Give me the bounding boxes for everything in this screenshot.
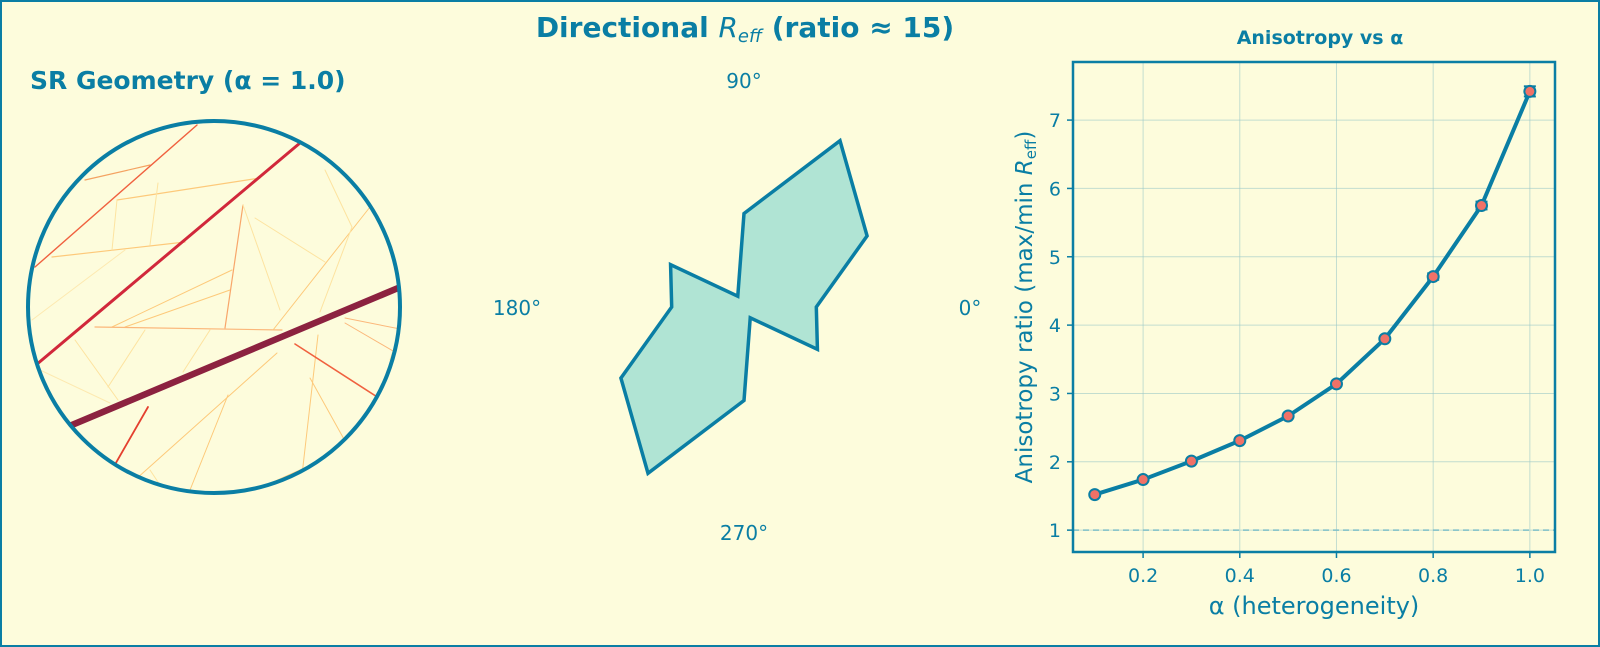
fracture-segment xyxy=(301,334,319,476)
series-line xyxy=(1094,90,1532,497)
figure-title: Directional Reff (ratio ≈ 15) xyxy=(536,11,954,47)
ylabel-sub: eff xyxy=(1022,139,1040,159)
fracture-segment xyxy=(124,289,231,328)
fracture-segment xyxy=(111,199,118,251)
data-point xyxy=(1281,409,1295,423)
y-tick-label: 1 xyxy=(1049,520,1061,542)
data-point xyxy=(1378,332,1392,346)
fracture-segment xyxy=(344,317,399,331)
fracture-segment xyxy=(112,406,149,469)
angle-label-180: 180° xyxy=(493,296,541,320)
fracture-segment xyxy=(149,182,159,246)
fracture-segment xyxy=(294,343,386,403)
fracture-segment xyxy=(94,326,283,331)
angle-label-0: 0° xyxy=(959,296,982,320)
fracture-segment xyxy=(344,322,399,356)
fracture-segment xyxy=(74,339,119,401)
fracture-segment xyxy=(34,124,198,268)
x-tick-label: 0.8 xyxy=(1418,565,1448,587)
title-suffix: (ratio ≈ 15) xyxy=(762,11,954,44)
fracture-segment xyxy=(272,206,371,331)
data-point xyxy=(1233,434,1247,448)
fracture-segment xyxy=(107,329,146,388)
fracture-lines xyxy=(29,124,399,492)
line-chart: 0.2 0.4 0.6 0.8 1.0 1 2 3 4 5 6 7 xyxy=(1049,60,1557,587)
fracture-segment xyxy=(224,204,244,329)
x-tick-label: 0.2 xyxy=(1128,565,1158,587)
y-tick-label: 5 xyxy=(1049,247,1061,269)
y-tick-label: 7 xyxy=(1049,110,1061,132)
fracture-segment xyxy=(84,164,151,181)
fracture-segment xyxy=(51,241,186,258)
x-axis-label: α (heterogeneity) xyxy=(1209,592,1420,620)
data-point xyxy=(1088,488,1102,502)
fracture-segment xyxy=(189,394,229,491)
y-tick-label: 3 xyxy=(1049,383,1061,405)
y-tick-label: 6 xyxy=(1049,178,1061,200)
fracture-segment xyxy=(31,249,126,321)
data-point xyxy=(1329,377,1343,391)
fracture-segment xyxy=(39,369,111,404)
data-point xyxy=(1136,473,1150,487)
data-point xyxy=(1426,270,1440,284)
x-tick-label: 0.4 xyxy=(1225,565,1255,587)
fracture-segment xyxy=(182,329,211,373)
ylabel-symbol: R xyxy=(1012,159,1038,175)
x-tick-label: 1.0 xyxy=(1515,565,1545,587)
title-prefix: Directional xyxy=(536,11,719,44)
fracture-segment xyxy=(29,141,302,372)
title-subscript: eff xyxy=(738,26,764,47)
y-tick-label: 4 xyxy=(1049,315,1061,337)
polar-panel xyxy=(618,137,870,477)
angle-label-90: 90° xyxy=(726,69,761,93)
domain-boundary-circle xyxy=(26,119,402,495)
angle-label-270: 270° xyxy=(720,521,768,545)
reff-polygon xyxy=(618,137,870,477)
fracture-segment xyxy=(134,352,278,481)
y-tick-label: 2 xyxy=(1049,452,1061,474)
data-point xyxy=(1475,199,1489,213)
fracture-segment xyxy=(319,226,353,313)
x-tick-label: 0.6 xyxy=(1321,565,1351,587)
title-symbol: R xyxy=(718,11,737,44)
data-point xyxy=(1523,84,1537,98)
ylabel-prefix: Anisotropy ratio (max/min xyxy=(1012,175,1038,483)
fracture-segment xyxy=(242,204,281,311)
fracture-segment xyxy=(254,217,326,263)
geometry-panel xyxy=(26,119,402,495)
data-point xyxy=(1184,454,1198,468)
fracture-segment xyxy=(324,169,353,228)
fracture-segment xyxy=(56,279,399,434)
plot-frame xyxy=(1071,60,1557,554)
line-chart-title: Anisotropy vs α xyxy=(1237,27,1404,49)
ylabel-suffix: ) xyxy=(1012,131,1038,140)
geometry-title: SR Geometry (α = 1.0) xyxy=(30,66,346,95)
fracture-segment xyxy=(116,177,261,201)
fracture-segment xyxy=(111,269,233,328)
y-axis-label: Anisotropy ratio (max/min Reff) xyxy=(1012,131,1040,484)
